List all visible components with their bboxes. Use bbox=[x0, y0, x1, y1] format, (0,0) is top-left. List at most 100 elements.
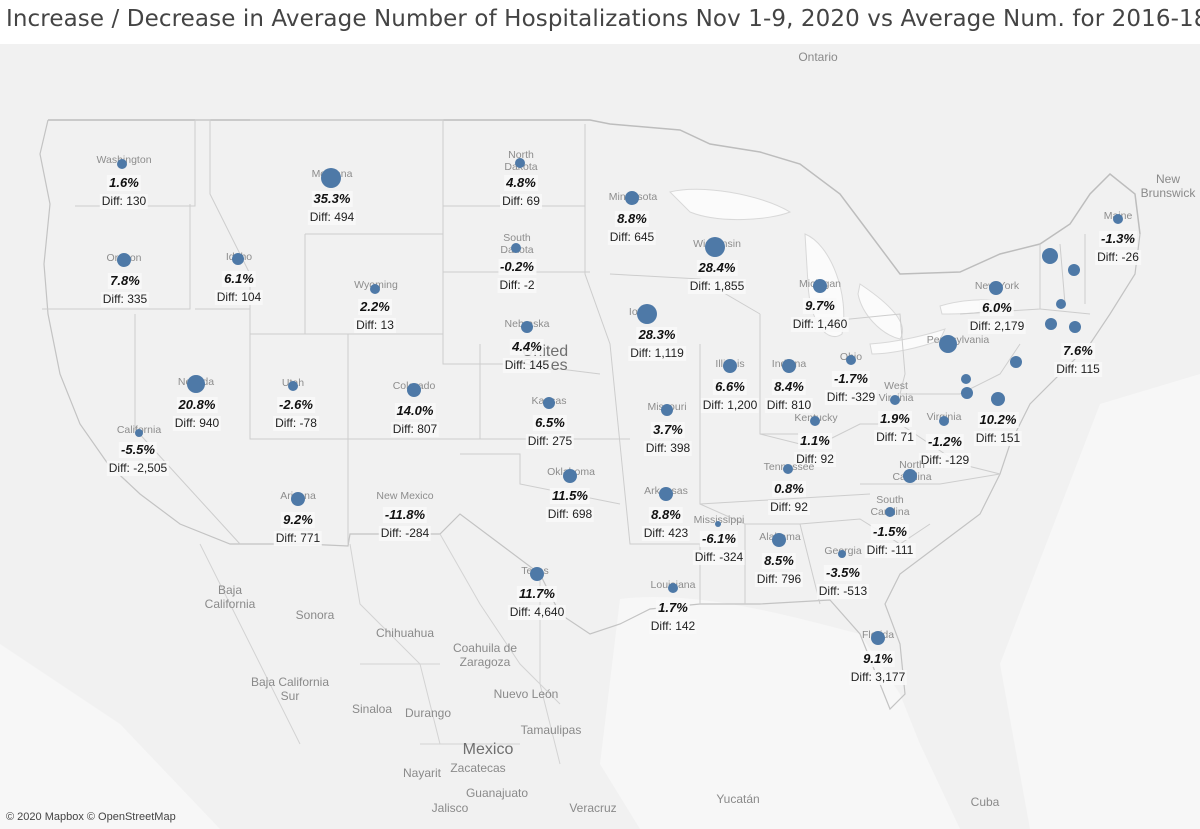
marker-virginia[interactable] bbox=[939, 416, 949, 426]
pct-change: 1.7% bbox=[656, 600, 690, 616]
diff-value: Diff: 2,179 bbox=[967, 319, 1027, 334]
marker-north-dakota[interactable] bbox=[515, 158, 525, 168]
label-iowa: 28.3% Diff: 1,119 bbox=[628, 326, 686, 362]
diff-value: Diff: 145 bbox=[502, 358, 552, 373]
marker-connecticut[interactable] bbox=[1045, 318, 1057, 330]
label-new-york: 6.0% Diff: 2,179 bbox=[967, 299, 1027, 335]
label-minnesota: 8.8% Diff: 645 bbox=[607, 210, 657, 246]
marker-new-york[interactable] bbox=[989, 281, 1003, 295]
marker-montana[interactable] bbox=[321, 168, 341, 188]
diff-value: Diff: 771 bbox=[273, 531, 323, 546]
marker-oregon[interactable] bbox=[117, 253, 131, 267]
marker-oklahoma[interactable] bbox=[563, 469, 577, 483]
map-attribution[interactable]: © 2020 Mapbox © OpenStreetMap bbox=[6, 811, 176, 823]
marker-illinois[interactable] bbox=[723, 359, 737, 373]
diff-value: Diff: -111 bbox=[864, 543, 916, 558]
diff-value: Diff: 335 bbox=[100, 292, 150, 307]
marker-wisconsin[interactable] bbox=[705, 237, 725, 257]
state-name-new-mexico: New Mexico bbox=[376, 490, 434, 502]
marker-wyoming[interactable] bbox=[370, 284, 380, 294]
marker-washington[interactable] bbox=[117, 159, 127, 169]
marker-idaho[interactable] bbox=[232, 253, 244, 265]
diff-value: Diff: 645 bbox=[607, 230, 657, 245]
marker-west-virginia[interactable] bbox=[890, 395, 900, 405]
place-label: Yucatán bbox=[716, 792, 760, 806]
marker-utah[interactable] bbox=[288, 381, 298, 391]
marker-mississippi[interactable] bbox=[715, 521, 721, 527]
marker-colorado[interactable] bbox=[407, 383, 421, 397]
pct-change: 9.7% bbox=[803, 298, 837, 314]
marker-new-jersey[interactable] bbox=[1010, 356, 1022, 368]
marker-maryland[interactable] bbox=[991, 392, 1005, 406]
marker-kentucky[interactable] bbox=[810, 416, 820, 426]
marker-new-hampshire[interactable] bbox=[1068, 264, 1080, 276]
pct-change: 10.2% bbox=[977, 412, 1019, 428]
marker-louisiana[interactable] bbox=[668, 583, 678, 593]
pct-change: -2.6% bbox=[277, 397, 315, 413]
pct-change: 11.7% bbox=[517, 586, 557, 602]
pct-change: 0.8% bbox=[772, 481, 806, 497]
place-label: Coahuila de Zaragoza bbox=[452, 641, 518, 669]
marker-michigan[interactable] bbox=[813, 279, 827, 293]
diff-value: Diff: -129 bbox=[918, 453, 972, 468]
diff-value: Diff: -26 bbox=[1095, 250, 1141, 265]
place-label: Zacatecas bbox=[450, 761, 506, 775]
place-label: Cuba bbox=[970, 795, 1000, 809]
diff-value: Diff: 810 bbox=[764, 398, 814, 413]
place-label: New Brunswick bbox=[1140, 172, 1196, 200]
pct-change: 4.4% bbox=[510, 339, 544, 355]
label-idaho: 6.1% Diff: 104 bbox=[214, 270, 264, 306]
label-oklahoma: 11.5% Diff: 698 bbox=[545, 487, 595, 523]
marker-california[interactable] bbox=[135, 429, 143, 437]
pct-change: 6.1% bbox=[222, 271, 256, 287]
marker-rhode-island[interactable] bbox=[1069, 321, 1081, 333]
marker-maine[interactable] bbox=[1113, 214, 1123, 224]
marker-minnesota[interactable] bbox=[625, 191, 639, 205]
marker-vermont[interactable] bbox=[1042, 248, 1058, 264]
diff-value: Diff: -329 bbox=[824, 390, 878, 405]
label-wyoming: 2.2% Diff: 13 bbox=[354, 298, 396, 334]
diff-value: Diff: 115 bbox=[1054, 362, 1102, 377]
diff-value: Diff: 92 bbox=[794, 452, 836, 467]
pct-change: 1.9% bbox=[878, 411, 912, 427]
diff-value: Diff: 151 bbox=[973, 431, 1023, 446]
marker-missouri[interactable] bbox=[661, 404, 673, 416]
pct-change: 2.2% bbox=[358, 299, 392, 315]
label-alabama: 8.5% Diff: 796 bbox=[754, 552, 804, 588]
diff-value: Diff: 69 bbox=[500, 194, 542, 209]
marker-alabama[interactable] bbox=[772, 533, 786, 547]
marker-indiana[interactable] bbox=[782, 359, 796, 373]
label-montana: 35.3% Diff: 494 bbox=[307, 190, 357, 226]
diff-value: Diff: 1,460 bbox=[790, 317, 850, 332]
marker-georgia[interactable] bbox=[838, 550, 846, 558]
diff-value: Diff: 13 bbox=[354, 318, 396, 333]
marker-pennsylvania[interactable] bbox=[939, 335, 957, 353]
state-name-west-virginia: WestVirginia bbox=[879, 380, 914, 404]
label-michigan: 9.7% Diff: 1,460 bbox=[790, 297, 850, 333]
marker-texas[interactable] bbox=[530, 567, 544, 581]
diff-value: Diff: -513 bbox=[816, 584, 870, 599]
diff-value: Diff: 104 bbox=[214, 290, 264, 305]
marker-nebraska[interactable] bbox=[521, 321, 533, 333]
place-label: Sinaloa bbox=[351, 702, 393, 716]
marker-massachusetts[interactable] bbox=[1056, 299, 1066, 309]
place-label: Baja California bbox=[204, 583, 256, 611]
marker-kansas[interactable] bbox=[543, 397, 555, 409]
marker-arizona[interactable] bbox=[291, 492, 305, 506]
marker-south-carolina[interactable] bbox=[885, 507, 895, 517]
marker-south-dakota[interactable] bbox=[511, 243, 521, 253]
label-louisiana: 1.7% Diff: 142 bbox=[648, 599, 698, 635]
marker-nevada[interactable] bbox=[187, 375, 205, 393]
marker-north-carolina[interactable] bbox=[903, 469, 917, 483]
marker-iowa[interactable] bbox=[637, 304, 657, 324]
marker-tennessee[interactable] bbox=[783, 464, 793, 474]
diff-value: Diff: 275 bbox=[525, 434, 575, 449]
pct-change: -1.3% bbox=[1099, 231, 1137, 247]
marker-dc[interactable] bbox=[961, 387, 973, 399]
pct-change: -1.5% bbox=[871, 524, 909, 540]
marker-delaware[interactable] bbox=[961, 374, 971, 384]
marker-ohio[interactable] bbox=[846, 355, 856, 365]
marker-florida[interactable] bbox=[871, 631, 885, 645]
marker-arkansas[interactable] bbox=[659, 487, 673, 501]
map-canvas[interactable]: Ontario New Brunswick Baja California Sonora C… bbox=[0, 44, 1200, 829]
